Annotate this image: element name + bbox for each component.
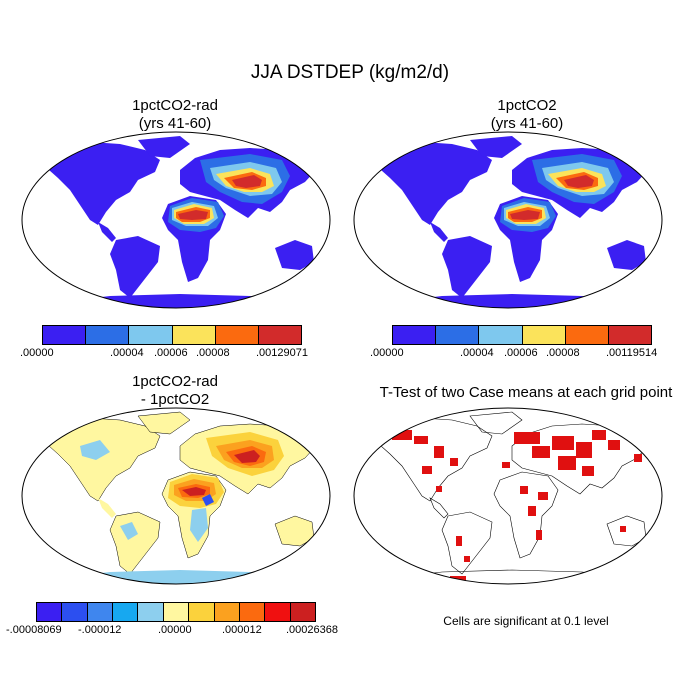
cbar-2-label-2: .00006 (504, 347, 538, 359)
colorbar-p3-segment-2 (87, 603, 114, 621)
map-field-4 (371, 411, 649, 584)
colorbar-p2-segment-3 (522, 326, 566, 344)
colorbar-p3-segment-6 (189, 603, 215, 621)
panel-title-3: 1pctCO2-rad - 1pctCO2 (60, 373, 290, 409)
colorbar-p3-segment-1 (62, 603, 88, 621)
map-panel-1pctco2 (353, 131, 663, 309)
colorbar-p3-segment-3 (113, 603, 139, 621)
cbar-3-label-3: .000012 (222, 624, 262, 636)
panel-title-2-line2: (yrs 41-60) (490, 115, 564, 132)
map-panel-difference (21, 407, 331, 585)
cbar-1-label-4: .00129071 (256, 347, 308, 359)
cbar-3-label-1: -.000012 (78, 624, 122, 636)
cbar-1-label-2: .00006 (154, 347, 188, 359)
cbar-1-label-3: .00008 (196, 347, 230, 359)
cbar-1-label-1: .00004 (110, 347, 144, 359)
cbar-2-label-1: .00004 (460, 347, 494, 359)
colorbar-p3-segment-5 (163, 603, 190, 621)
colorbar-p3-segment-4 (138, 603, 164, 621)
colorbar-p1-segment-4 (215, 326, 259, 344)
panel-title-1-line2: (yrs 41-60) (138, 115, 212, 132)
panel-title-3-line1: 1pctCO2-rad (132, 373, 218, 390)
map-panel-ttest (353, 407, 663, 585)
colorbar-p1-segment-0 (43, 326, 87, 344)
significance-note: Cells are significant at 0.1 level (443, 614, 609, 628)
colorbar-p2-segment-2 (479, 326, 523, 344)
panel-title-4: T-Test of two Case means at each grid po… (352, 384, 700, 402)
panel-title-1: 1pctCO2-rad (yrs 41-60) (60, 97, 290, 133)
cbar-2-label-0: .00000 (370, 347, 404, 359)
colorbar-p3-segment-10 (290, 603, 315, 621)
cbar-2-label-3: .00008 (546, 347, 580, 359)
colorbar-p1-segment-5 (258, 326, 302, 344)
cbar-3-label-4: .00026368 (286, 624, 338, 636)
panel-title-3-line2: - 1pctCO2 (140, 391, 210, 408)
figure-title: JJA DSTDEP (kg/m2/d) (250, 62, 450, 83)
panel-title-4-line1: T-Test of two Case means at each grid po… (379, 384, 673, 401)
colorbar-p2-segment-5 (608, 326, 652, 344)
colorbar-p3-segment-9 (265, 603, 291, 621)
panel-title-2: 1pctCO2 (yrs 41-60) (412, 97, 642, 133)
cbar-3-label-0: -.00008069 (6, 624, 62, 636)
colorbar-difference (36, 602, 316, 622)
significant-cells (392, 430, 642, 584)
panel-title-2-line1: 1pctCO2 (497, 97, 557, 114)
panel-title-1-line1: 1pctCO2-rad (132, 97, 218, 114)
cbar-3-label-2: .00000 (158, 624, 192, 636)
colorbar-p1-segment-3 (172, 326, 216, 344)
colorbar-p2-segment-4 (565, 326, 609, 344)
cbar-1-label-0: .00000 (20, 347, 54, 359)
colorbar-p3-segment-7 (214, 603, 240, 621)
colorbar-1pctco2 (392, 325, 652, 345)
colorbar-p3-segment-0 (37, 603, 63, 621)
colorbar-p2-segment-1 (436, 326, 480, 344)
colorbar-p1-segment-1 (86, 326, 130, 344)
colorbar-p3-segment-8 (239, 603, 266, 621)
map-field-1 (40, 136, 316, 308)
cbar-2-label-4: .00119514 (606, 347, 658, 359)
colorbar-p2-segment-0 (393, 326, 437, 344)
map-panel-1pctco2-rad (21, 131, 331, 309)
colorbar-1pctco2-rad (42, 325, 302, 345)
colorbar-p1-segment-2 (129, 326, 173, 344)
